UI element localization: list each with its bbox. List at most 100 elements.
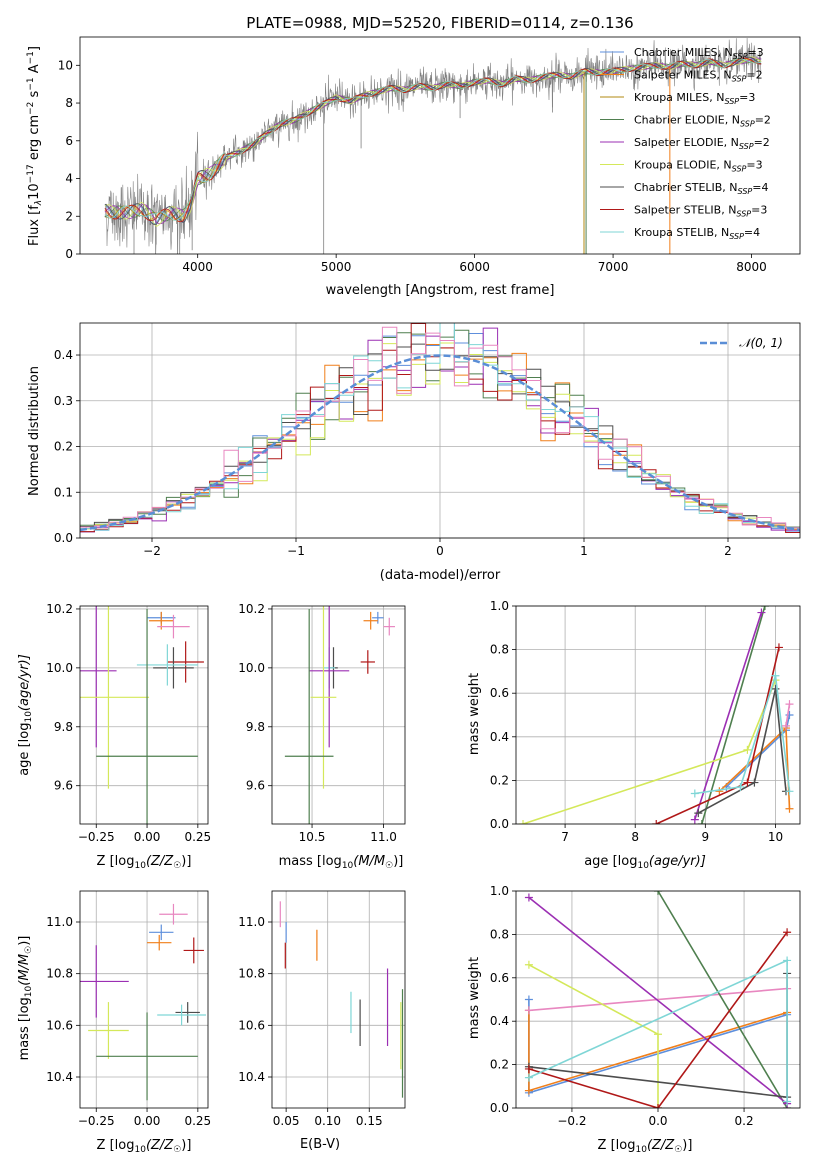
- x-tick-label: 0: [436, 544, 444, 558]
- plot-frame: [271, 605, 406, 825]
- x-tick-label: 0.10: [314, 1114, 341, 1128]
- weight-marker: [524, 893, 533, 902]
- weight-marker: [524, 1064, 533, 1073]
- y-tick-label: 0.0: [490, 817, 509, 831]
- legend-label: Chabrier STELIB, NSSP=4: [634, 181, 768, 196]
- weight-vs-z-panel: −0.2 0.0 0.2 0.0 0.2 0.4 0.6 0.8 1.0 Z [log10(Z/…: [467, 884, 801, 1155]
- weight-line: [694, 612, 763, 820]
- weight-line: [697, 688, 787, 814]
- x-tick-label: −0.25: [78, 1114, 115, 1128]
- x-tick-label: 9: [702, 830, 710, 844]
- x-tick-label: 0.15: [356, 1114, 383, 1128]
- x-tick-label: 10: [768, 830, 783, 844]
- plot-frame: [515, 890, 801, 1109]
- x-tick-label: −1: [287, 544, 305, 558]
- plot-body: [104, 37, 762, 254]
- weight-marker: [694, 809, 703, 818]
- x-tick-label: 7: [561, 830, 569, 844]
- x-tick-label: 2: [724, 544, 732, 558]
- weight-marker: [519, 820, 528, 824]
- age-vs-z-panel: −0.25 0.00 0.25 9.6 9.8 10.0 10.2 Z [log10(Z/Z…: [17, 602, 211, 871]
- y-tick-label: 1.0: [490, 884, 509, 898]
- weight-vs-age-panel: 7 8 9 10 0.0 0.2 0.4 0.6 0.8 1.0 age [log10(age/y…: [467, 599, 801, 871]
- y-tick-label: 11.0: [46, 915, 73, 929]
- x-tick-label: 0.00: [134, 1114, 161, 1128]
- x-tick-label: 8000: [736, 260, 767, 274]
- spectrum-panel: PLATE=0988, MJD=52520, FIBERID=0114, z=0…: [26, 14, 801, 298]
- weight-marker: [524, 1086, 533, 1095]
- plot-frame: [271, 890, 406, 1109]
- plot-frame: [79, 605, 209, 825]
- x-tick-label: 11.0: [370, 830, 397, 844]
- weight-line: [528, 896, 788, 1105]
- x-tick-label: 1: [580, 544, 588, 558]
- gauss-legend-label: 𝒩(0, 1): [739, 336, 783, 350]
- legend-label: Chabrier MILES, NSSP=3: [634, 46, 764, 61]
- y-tick-label: 9.6: [54, 779, 73, 793]
- x-tick-label: 0.2: [735, 1114, 754, 1128]
- weight-marker: [771, 671, 780, 680]
- gaussian-curve: [80, 354, 800, 532]
- spectrum-legend: Chabrier MILES, NSSP=3 Salpeter MILES, NS…: [600, 46, 771, 241]
- model-spectrum-line: [104, 58, 762, 222]
- x-tick-label: −0.2: [557, 1114, 586, 1128]
- y-tick-label: 0.0: [490, 1101, 509, 1115]
- y-tick-label: 10.2: [46, 602, 73, 616]
- x-tick-label: 6000: [459, 260, 490, 274]
- legend-label: Kroupa ELODIE, NSSP=3: [634, 159, 763, 174]
- y-tick-label: 0.8: [490, 643, 509, 657]
- weight-marker: [524, 995, 533, 1004]
- weight-z-xlabel: Z [log10(Z/Z☉)]: [598, 1138, 693, 1155]
- y-tick-label: 0.1: [54, 485, 73, 499]
- x-tick-label: 0.25: [184, 830, 211, 844]
- mass-vs-ebv-panel: 0.05 0.10 0.15 10.4 10.6 10.8 11.0 E(B-V): [238, 890, 406, 1152]
- weight-age-xlabel: age [log10(age/yr)]: [584, 854, 706, 871]
- model-spectrum-line: [104, 57, 762, 223]
- y-tick-label: 2: [65, 209, 73, 223]
- residual-panel: −2 −1 0 1 2 0.0 0.1 0.2 0.3 0.4 (data-model)/erro…: [27, 322, 801, 583]
- weight-marker: [757, 608, 766, 617]
- plot-frame: [79, 322, 801, 539]
- weight-marker: [785, 700, 794, 709]
- y-tick-label: 10.6: [238, 1018, 265, 1032]
- weight-marker: [715, 787, 724, 796]
- y-tick-label: 0.6: [490, 686, 509, 700]
- y-tick-label: 0.8: [490, 927, 509, 941]
- y-tick-label: 0.0: [54, 531, 73, 545]
- x-tick-label: 0.0: [648, 1114, 667, 1128]
- x-tick-label: −0.25: [78, 830, 115, 844]
- y-tick-label: 0.2: [490, 773, 509, 787]
- legend-label: Kroupa MILES, NSSP=3: [634, 91, 755, 106]
- weight-marker: [524, 1006, 533, 1015]
- plot-frame: [79, 890, 209, 1109]
- weight-line: [528, 931, 788, 1108]
- weight-marker: [652, 820, 661, 824]
- weight-marker: [783, 956, 792, 965]
- weight-marker: [697, 820, 706, 824]
- weight-z-ylabel: mass weight: [467, 957, 482, 1039]
- plot-body: [279, 901, 404, 1098]
- weight-line: [528, 987, 788, 1012]
- spectrum-xlabel: wavelength [Angstrom, rest frame]: [326, 283, 555, 298]
- y-tick-label: 10.8: [238, 967, 265, 981]
- age-vs-mass-panel: 10.5 11.0 9.6 9.8 10.0 10.2 mass [log10(M/M☉)…: [238, 602, 406, 871]
- weight-marker: [781, 721, 790, 730]
- plot-body: [284, 606, 395, 824]
- y-tick-label: 0.4: [490, 730, 509, 744]
- weight-marker: [654, 1030, 662, 1039]
- mass-vs-z-panel: −0.25 0.00 0.25 10.4 10.6 10.8 11.0 Z [log10(Z…: [17, 890, 211, 1155]
- y-tick-label: 0.4: [490, 1014, 509, 1028]
- plot-body: [519, 606, 794, 824]
- weight-marker: [743, 778, 752, 787]
- weight-marker: [743, 745, 752, 754]
- residual-legend: 𝒩(0, 1): [700, 336, 783, 350]
- legend-label: Salpeter MILES, NSSP=2: [634, 69, 763, 84]
- weight-marker: [785, 804, 794, 813]
- y-tick-label: 0.2: [54, 440, 73, 454]
- plot-body: [524, 891, 792, 1108]
- legend-label: Salpeter STELIB, NSSP=3: [634, 204, 767, 219]
- legend-label: Salpeter ELODIE, NSSP=2: [634, 136, 770, 151]
- y-tick-label: 8: [65, 96, 73, 110]
- y-tick-label: 10.2: [238, 602, 265, 616]
